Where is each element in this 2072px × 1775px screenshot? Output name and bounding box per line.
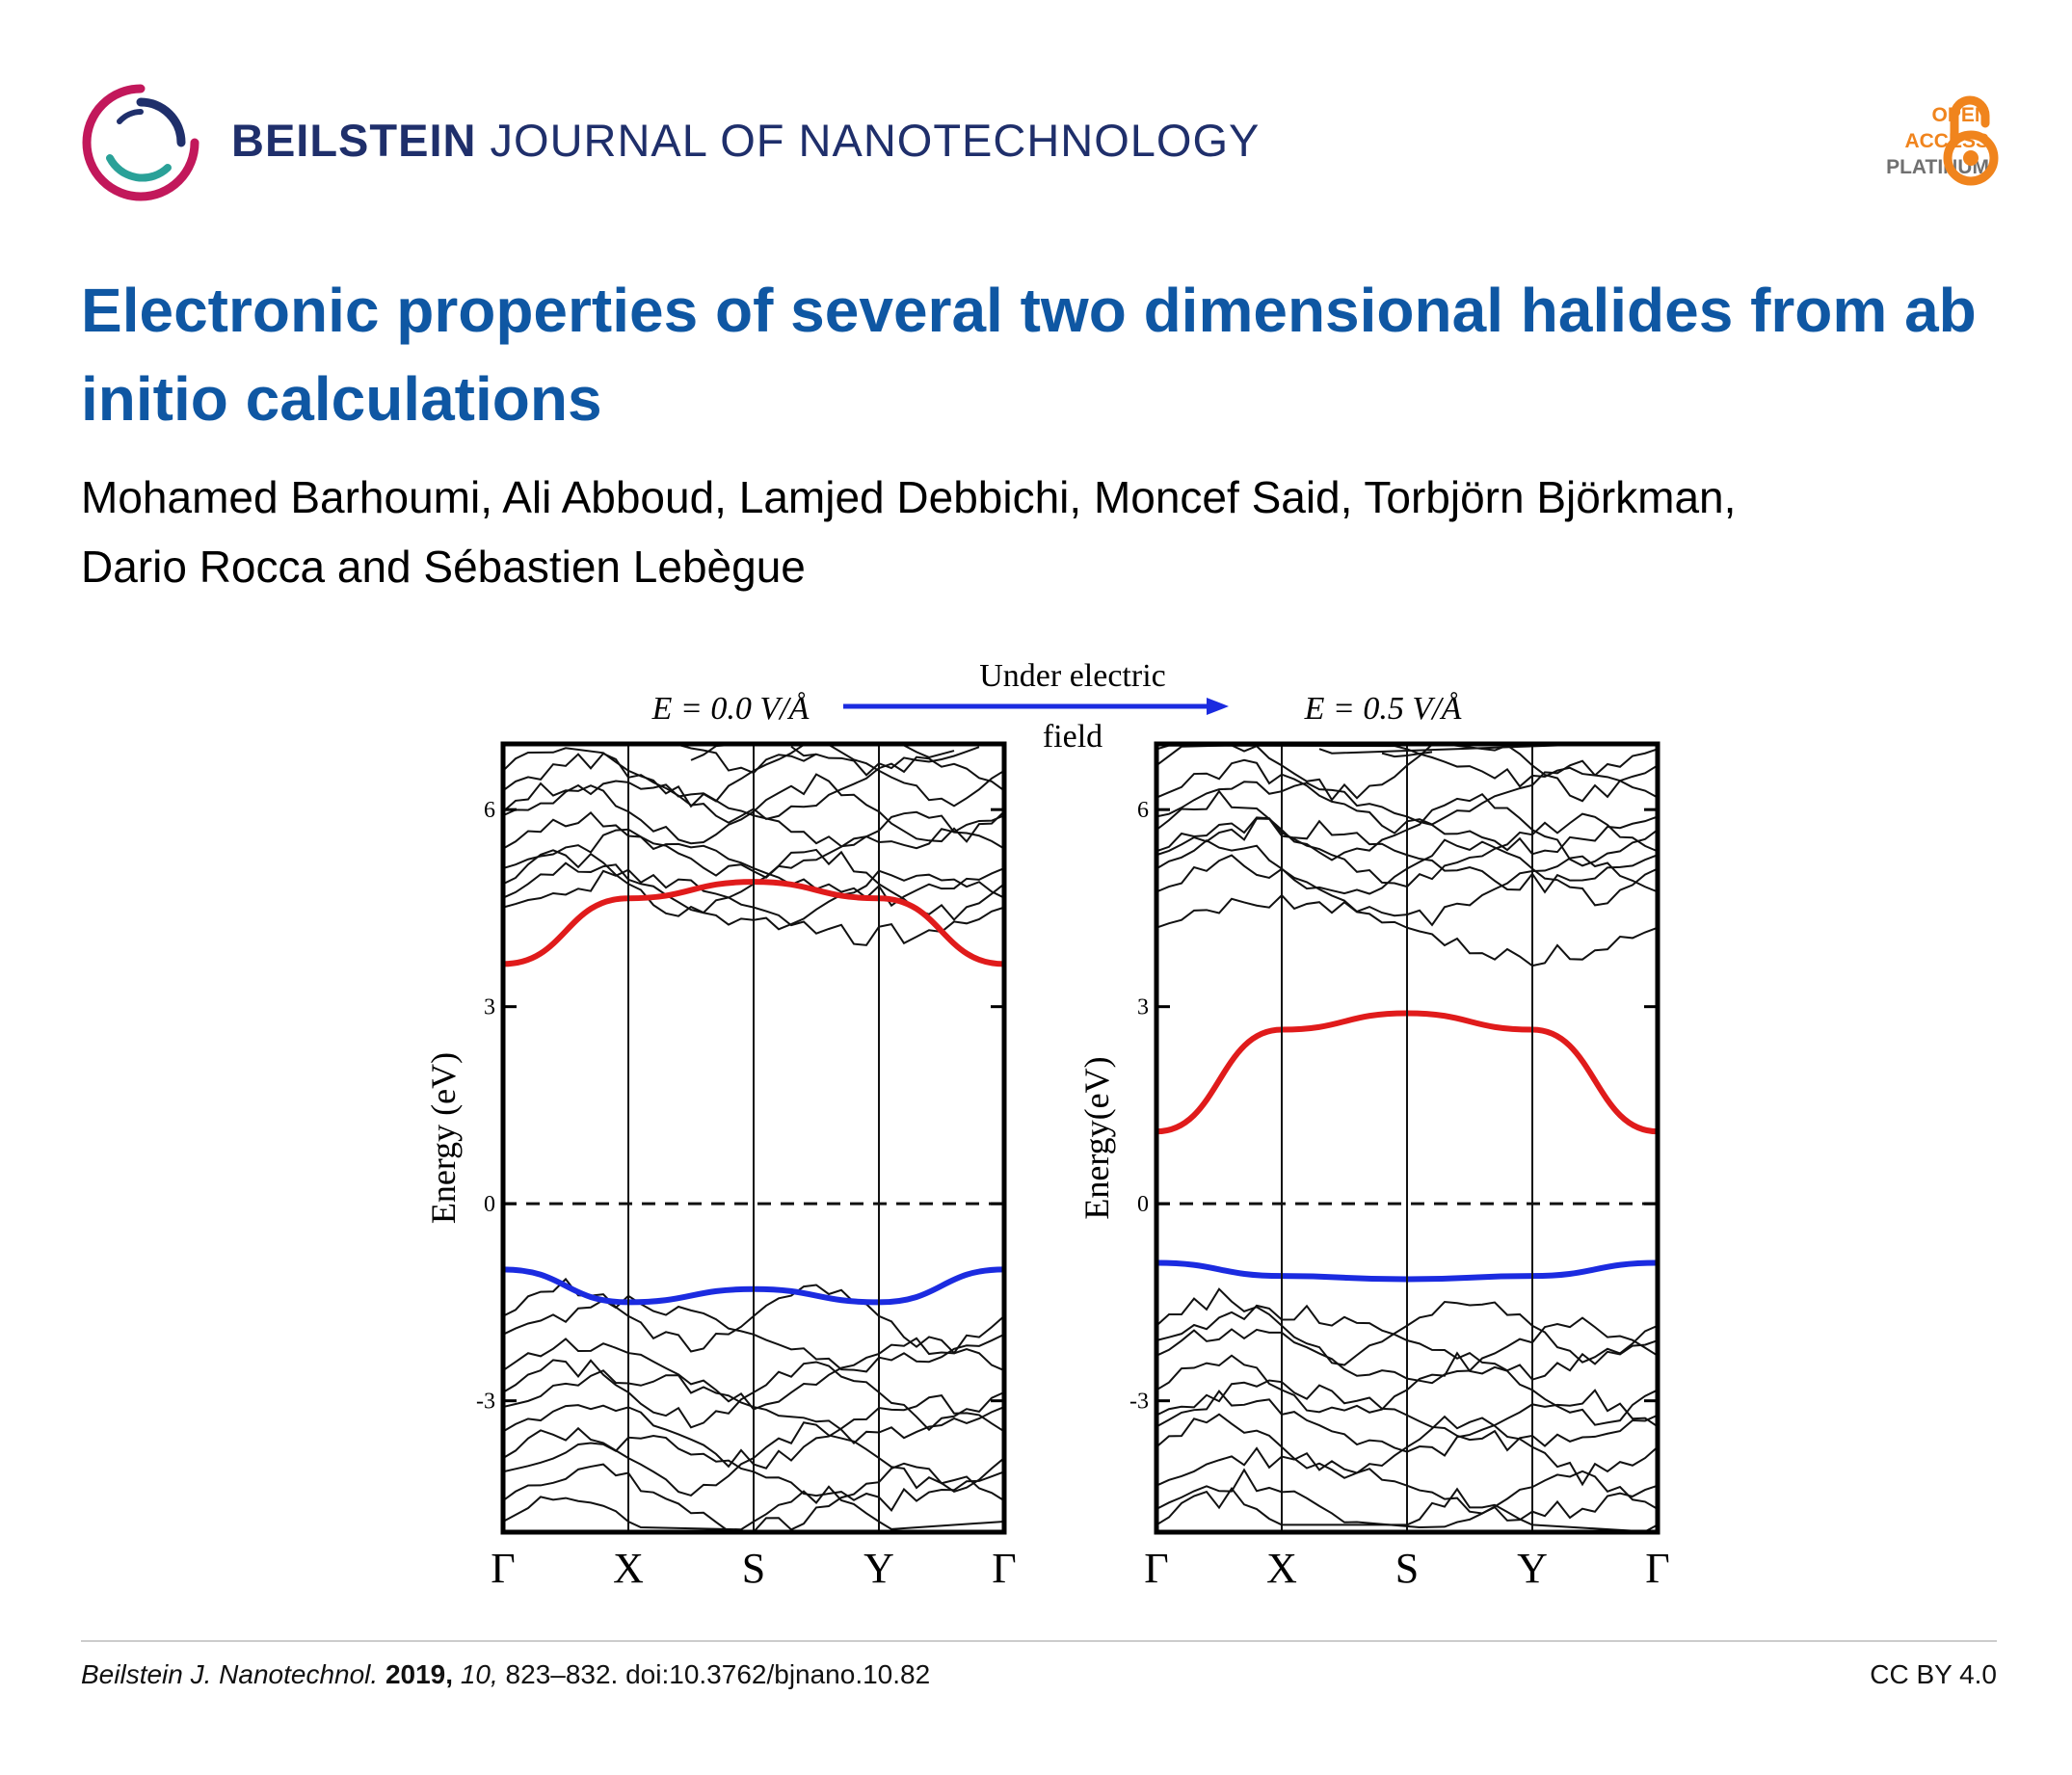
- right-panel-field-label: E = 0.5 V/Å: [1304, 691, 1462, 727]
- y-tick-label: -3: [1129, 1390, 1149, 1415]
- article-authors: Mohamed Barhoumi, Ali Abboud, Lamjed Deb…: [81, 463, 1989, 601]
- kpoint-label: S: [1395, 1545, 1419, 1592]
- license-label: CC BY 4.0: [1870, 1659, 1997, 1689]
- kpoint-label: Y: [863, 1545, 894, 1592]
- band-line: [1318, 743, 1596, 755]
- citation-volume: 10,: [460, 1659, 498, 1689]
- y-tick-label: 3: [1137, 995, 1149, 1020]
- panel-frame: [500, 741, 1007, 1535]
- citation-pages-doi: 823–832. doi:10.3762/bjnano.10.82: [505, 1659, 931, 1689]
- kpoint-label: Γ: [992, 1545, 1016, 1592]
- journal-name: BEILSTEIN JOURNAL OF NANOTECHNOLOGY: [231, 114, 1260, 167]
- badge-line-open: OPEN: [1931, 104, 1989, 126]
- y-tick-label: 0: [1137, 1192, 1149, 1217]
- journal-name-bold: BEILSTEIN: [231, 115, 477, 166]
- band-line: [502, 743, 1005, 808]
- open-lock-icon: [1943, 95, 1999, 186]
- y-tick-label: 0: [484, 1192, 495, 1217]
- journal-name-rest: JOURNAL OF NANOTECHNOLOGY: [490, 115, 1261, 166]
- band-line: [1156, 1486, 1659, 1533]
- authors-line-2: Dario Rocca and Sébastien Lebègue: [81, 542, 806, 592]
- band-line: [1381, 751, 1433, 758]
- citation: Beilstein J. Nanotechnol. 2019, 10, 823–…: [81, 1659, 930, 1690]
- citation-journal: Beilstein J. Nanotechnol.: [81, 1659, 379, 1689]
- kpoint-label: X: [613, 1545, 644, 1592]
- kpoint-label: Y: [1517, 1545, 1548, 1592]
- band-line: [677, 743, 817, 775]
- badge-line-platinum: PLATINUM: [1886, 156, 1989, 178]
- y-tick-label: -3: [476, 1390, 495, 1415]
- left-panel-field-label: E = 0.0 V/Å: [651, 691, 810, 727]
- arrow-text-line2: field: [1043, 719, 1102, 755]
- journal-logo-icon: [82, 84, 199, 201]
- band-line: [790, 745, 980, 777]
- kpoint-label: X: [1266, 1545, 1297, 1592]
- y-axis-label: Energy (eV): [424, 1052, 463, 1224]
- y-tick-label: 3: [484, 995, 495, 1020]
- band-structure-figure: Under electric field E = 0.0 V/Å E = 0.5…: [424, 658, 1670, 1592]
- y-tick-label: 6: [484, 798, 495, 823]
- right-band-panel: 6 3 0 -3 Γ X S Y Γ Energy(eV): [1077, 741, 1670, 1592]
- arrow-text-line1: Under electric: [979, 658, 1166, 694]
- band-line: [502, 1462, 1005, 1533]
- footer-divider: [81, 1640, 1997, 1642]
- panel-frame: [1154, 741, 1660, 1535]
- kpoint-label: S: [742, 1545, 765, 1592]
- band-line: [502, 1485, 1005, 1531]
- citation-year: 2019,: [385, 1659, 454, 1689]
- field-arrow-head: [1207, 698, 1229, 715]
- kpoint-label: Γ: [1645, 1545, 1669, 1592]
- y-axis-label: Energy(eV): [1077, 1056, 1116, 1219]
- y-tick-label: 6: [1137, 798, 1149, 823]
- left-band-panel: 6 3 0 -3 Γ X S Y Γ Energy (eV): [424, 741, 1017, 1592]
- kpoint-label: Γ: [1144, 1545, 1168, 1592]
- authors-line-1: Mohamed Barhoumi, Ali Abboud, Lamjed Deb…: [81, 472, 1737, 522]
- kpoint-label: Γ: [491, 1545, 515, 1592]
- article-title: Electronic properties of several two dim…: [81, 276, 1977, 434]
